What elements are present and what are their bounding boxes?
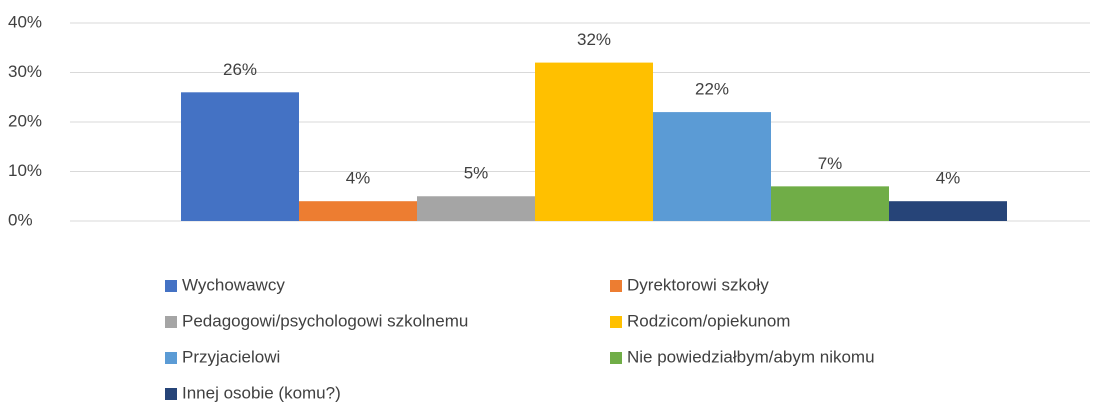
legend-label: Dyrektorowi szkoły: [627, 275, 769, 294]
data-label: 4%: [936, 169, 961, 188]
legend-label: Wychowawcy: [182, 275, 285, 294]
data-label: 22%: [695, 80, 729, 99]
bar: [417, 196, 535, 221]
legend-swatch: [610, 352, 622, 364]
legend-label: Rodzicom/opiekunom: [627, 311, 790, 330]
y-tick-label: 0%: [8, 210, 33, 229]
data-label: 4%: [346, 169, 371, 188]
legend-swatch: [165, 280, 177, 292]
data-label: 32%: [577, 30, 611, 49]
legend-swatch: [165, 388, 177, 400]
bar: [889, 201, 1007, 221]
y-tick-label: 20%: [8, 111, 42, 130]
y-tick-label: 30%: [8, 62, 42, 81]
legend-label: Przyjacielowi: [182, 347, 280, 366]
bar: [653, 112, 771, 221]
y-tick-label: 40%: [8, 12, 42, 31]
legend-swatch: [610, 316, 622, 328]
bar: [771, 186, 889, 221]
legend-label: Innej osobie (komu?): [182, 383, 341, 402]
legend-swatch: [610, 280, 622, 292]
data-label: 26%: [223, 60, 257, 79]
bar: [299, 201, 417, 221]
y-tick-label: 10%: [8, 161, 42, 180]
data-label: 7%: [818, 154, 843, 173]
legend-swatch: [165, 316, 177, 328]
legend-swatch: [165, 352, 177, 364]
data-label: 5%: [464, 164, 489, 183]
legend-label: Pedagogowi/psychologowi szkolnemu: [182, 311, 468, 330]
legend-label: Nie powiedziałbym/abym nikomu: [627, 347, 875, 366]
bar: [181, 92, 299, 221]
bar: [535, 62, 653, 221]
